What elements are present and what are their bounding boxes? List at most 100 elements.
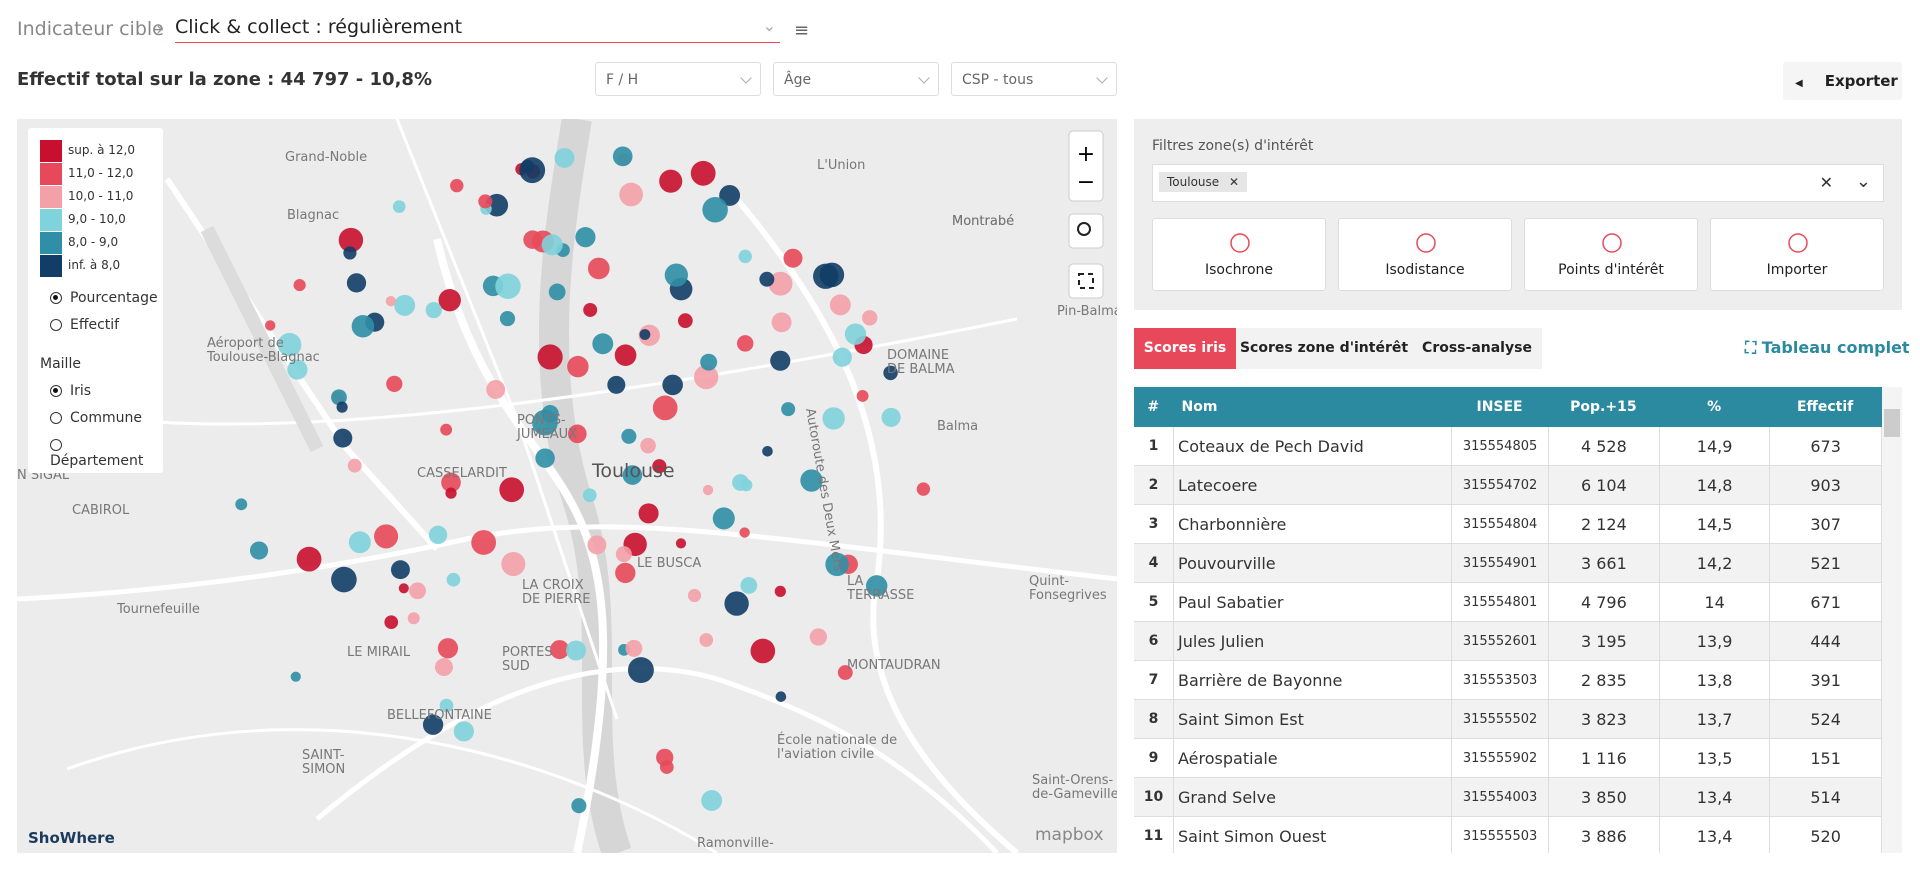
table-cell: 520 bbox=[1769, 816, 1882, 853]
table-cell: 315554804 bbox=[1451, 504, 1549, 544]
table-row[interactable]: 7 Barrière de Bayonne 315553503 2 835 13,8 39… bbox=[1134, 660, 1882, 700]
radio[interactable]: Pourcentage bbox=[50, 290, 158, 306]
column-header[interactable]: Nom bbox=[1173, 387, 1452, 427]
map-dot bbox=[829, 294, 851, 316]
table-row[interactable]: 5 Paul Sabatier 315554801 4 796 14 671 bbox=[1134, 582, 1882, 622]
column-header[interactable]: # bbox=[1134, 387, 1174, 427]
map-dot bbox=[532, 409, 558, 436]
map-dot bbox=[264, 320, 276, 331]
table-cell: 307 bbox=[1769, 504, 1882, 544]
tool-button[interactable]: Isodistance bbox=[1338, 218, 1512, 291]
zoom-box[interactable] bbox=[1068, 130, 1104, 202]
zoom-out[interactable]: − bbox=[1077, 170, 1095, 195]
tool-label: Isodistance bbox=[1385, 262, 1465, 278]
place-label: MONTAUDRAN bbox=[847, 658, 941, 673]
map-dot bbox=[450, 178, 464, 193]
zoom-in[interactable]: + bbox=[1077, 142, 1095, 167]
table-row[interactable]: 11 Saint Simon Ouest 315555503 3 886 13,4 520 bbox=[1134, 816, 1882, 853]
map-dot bbox=[916, 482, 931, 496]
table-row[interactable]: 1 Coteaux de Pech David 315554805 4 528 14,9… bbox=[1134, 427, 1882, 466]
map-dot bbox=[640, 437, 656, 454]
column-header[interactable]: Pop.+15 bbox=[1548, 387, 1660, 427]
filter-age[interactable]: Âge bbox=[773, 62, 939, 96]
table-row[interactable]: 9 Aérospatiale 315555902 1 116 13,5 151 bbox=[1134, 738, 1882, 778]
tab[interactable]: Scores iris bbox=[1134, 328, 1236, 369]
menu-icon[interactable]: ≡ bbox=[794, 20, 810, 41]
export-button[interactable]: ◀ Exporter bbox=[1783, 62, 1902, 100]
table-row[interactable]: 3 Charbonnière 315554804 2 124 14,5 307 bbox=[1134, 504, 1882, 544]
map-dot bbox=[486, 380, 506, 399]
table-cell: 4 bbox=[1134, 543, 1175, 583]
table-row[interactable]: 10 Grand Selve 315554003 3 850 13,4 514 bbox=[1134, 777, 1882, 817]
place-label: DE PIERRE bbox=[522, 592, 591, 607]
dropdown[interactable]: ⌄ bbox=[1855, 171, 1871, 192]
tab[interactable]: Scores zone d'intérêt bbox=[1236, 328, 1412, 369]
table-row[interactable]: 6 Jules Julien 315552601 3 195 13,9 444 bbox=[1134, 621, 1882, 661]
legend-label: 9,0 - 10,0 bbox=[68, 212, 126, 226]
column-header[interactable]: INSEE bbox=[1451, 387, 1549, 427]
table-cell: 315554801 bbox=[1451, 582, 1549, 622]
table-cell: 391 bbox=[1769, 660, 1882, 700]
brand: ShoWhere bbox=[28, 829, 115, 847]
tool-button[interactable]: Points d'intérêt bbox=[1524, 218, 1698, 291]
map-dot bbox=[287, 359, 308, 380]
map-dot bbox=[614, 344, 637, 366]
indicator-select[interactable]: Click & collect : régulièrement ⌄ bbox=[175, 16, 780, 43]
map-dot bbox=[592, 333, 614, 355]
map-dot bbox=[664, 263, 688, 287]
radio[interactable]: Effectif bbox=[50, 317, 119, 333]
column-header[interactable]: % bbox=[1659, 387, 1770, 427]
map-dot bbox=[434, 658, 453, 677]
tool-button[interactable]: Importer bbox=[1710, 218, 1884, 291]
column-header[interactable]: Effectif bbox=[1769, 387, 1882, 427]
radio-dot bbox=[50, 385, 62, 397]
map-dot bbox=[386, 375, 403, 393]
search[interactable] bbox=[1068, 213, 1104, 249]
map-dot bbox=[783, 248, 803, 268]
tool-button[interactable]: Isochrone bbox=[1152, 218, 1326, 291]
table-row[interactable]: 2 Latecoere 315554702 6 104 14,8 903 bbox=[1134, 465, 1882, 505]
tab[interactable]: Cross-analyse bbox=[1412, 328, 1542, 369]
map-dot bbox=[687, 588, 702, 603]
map-dot bbox=[739, 527, 750, 538]
map-dot bbox=[759, 271, 775, 287]
table-cell: 671 bbox=[1769, 582, 1882, 622]
map-dot bbox=[439, 698, 454, 713]
filter-csp[interactable]: CSP - tous bbox=[951, 62, 1117, 96]
place-label: Quint- bbox=[1029, 574, 1069, 589]
table-row[interactable]: 4 Pouvourville 315554901 3 661 14,2 521 bbox=[1134, 543, 1882, 583]
map-dot bbox=[499, 310, 516, 327]
zone-input[interactable]: Toulouse ✕ ✕ ⌄ bbox=[1152, 164, 1884, 202]
table-cell: Aérospatiale bbox=[1173, 738, 1453, 778]
map-dot bbox=[883, 365, 898, 381]
table-cell: 315555503 bbox=[1451, 816, 1549, 853]
filter-sex[interactable]: F / H bbox=[595, 62, 761, 96]
clear[interactable]: ✕ bbox=[1819, 173, 1833, 192]
legend-label: 11,0 - 12,0 bbox=[68, 166, 134, 180]
map-dot bbox=[732, 474, 749, 491]
icon-circle bbox=[1602, 233, 1622, 253]
scrollbar[interactable] bbox=[1882, 387, 1902, 853]
place-label: Aéroport de bbox=[207, 336, 284, 351]
table-row[interactable]: 8 Saint Simon Est 315555502 3 823 13,7 524 bbox=[1134, 699, 1882, 739]
radio[interactable]: Département bbox=[50, 437, 163, 469]
table-cell: 4 528 bbox=[1548, 427, 1660, 466]
map-dot bbox=[865, 575, 888, 597]
place-label: Pin-Balma bbox=[1057, 304, 1117, 319]
map: Grand-Noble Blagnac L'Union Montrabé Aéropor… bbox=[17, 119, 1117, 853]
tool-icon bbox=[1416, 233, 1436, 253]
radio[interactable]: Commune bbox=[50, 410, 142, 426]
legend: sup. à 12,0 11,0 - 12,0 10,0 - 11,0 9,0 - 1… bbox=[28, 128, 163, 473]
radio-label: Commune bbox=[70, 410, 142, 426]
radio[interactable]: Iris bbox=[50, 383, 91, 399]
map-dot bbox=[822, 407, 845, 430]
scroll-thumb[interactable] bbox=[1884, 409, 1900, 437]
table-cell: 903 bbox=[1769, 465, 1882, 505]
map-dot bbox=[612, 146, 633, 167]
map-dot bbox=[374, 524, 399, 549]
full-table[interactable]: ⛶ Tableau complet bbox=[1745, 338, 1910, 357]
map-dot bbox=[235, 498, 248, 511]
map-dot bbox=[567, 424, 587, 444]
fit[interactable] bbox=[1068, 263, 1104, 299]
table-cell: 13,4 bbox=[1659, 777, 1771, 817]
